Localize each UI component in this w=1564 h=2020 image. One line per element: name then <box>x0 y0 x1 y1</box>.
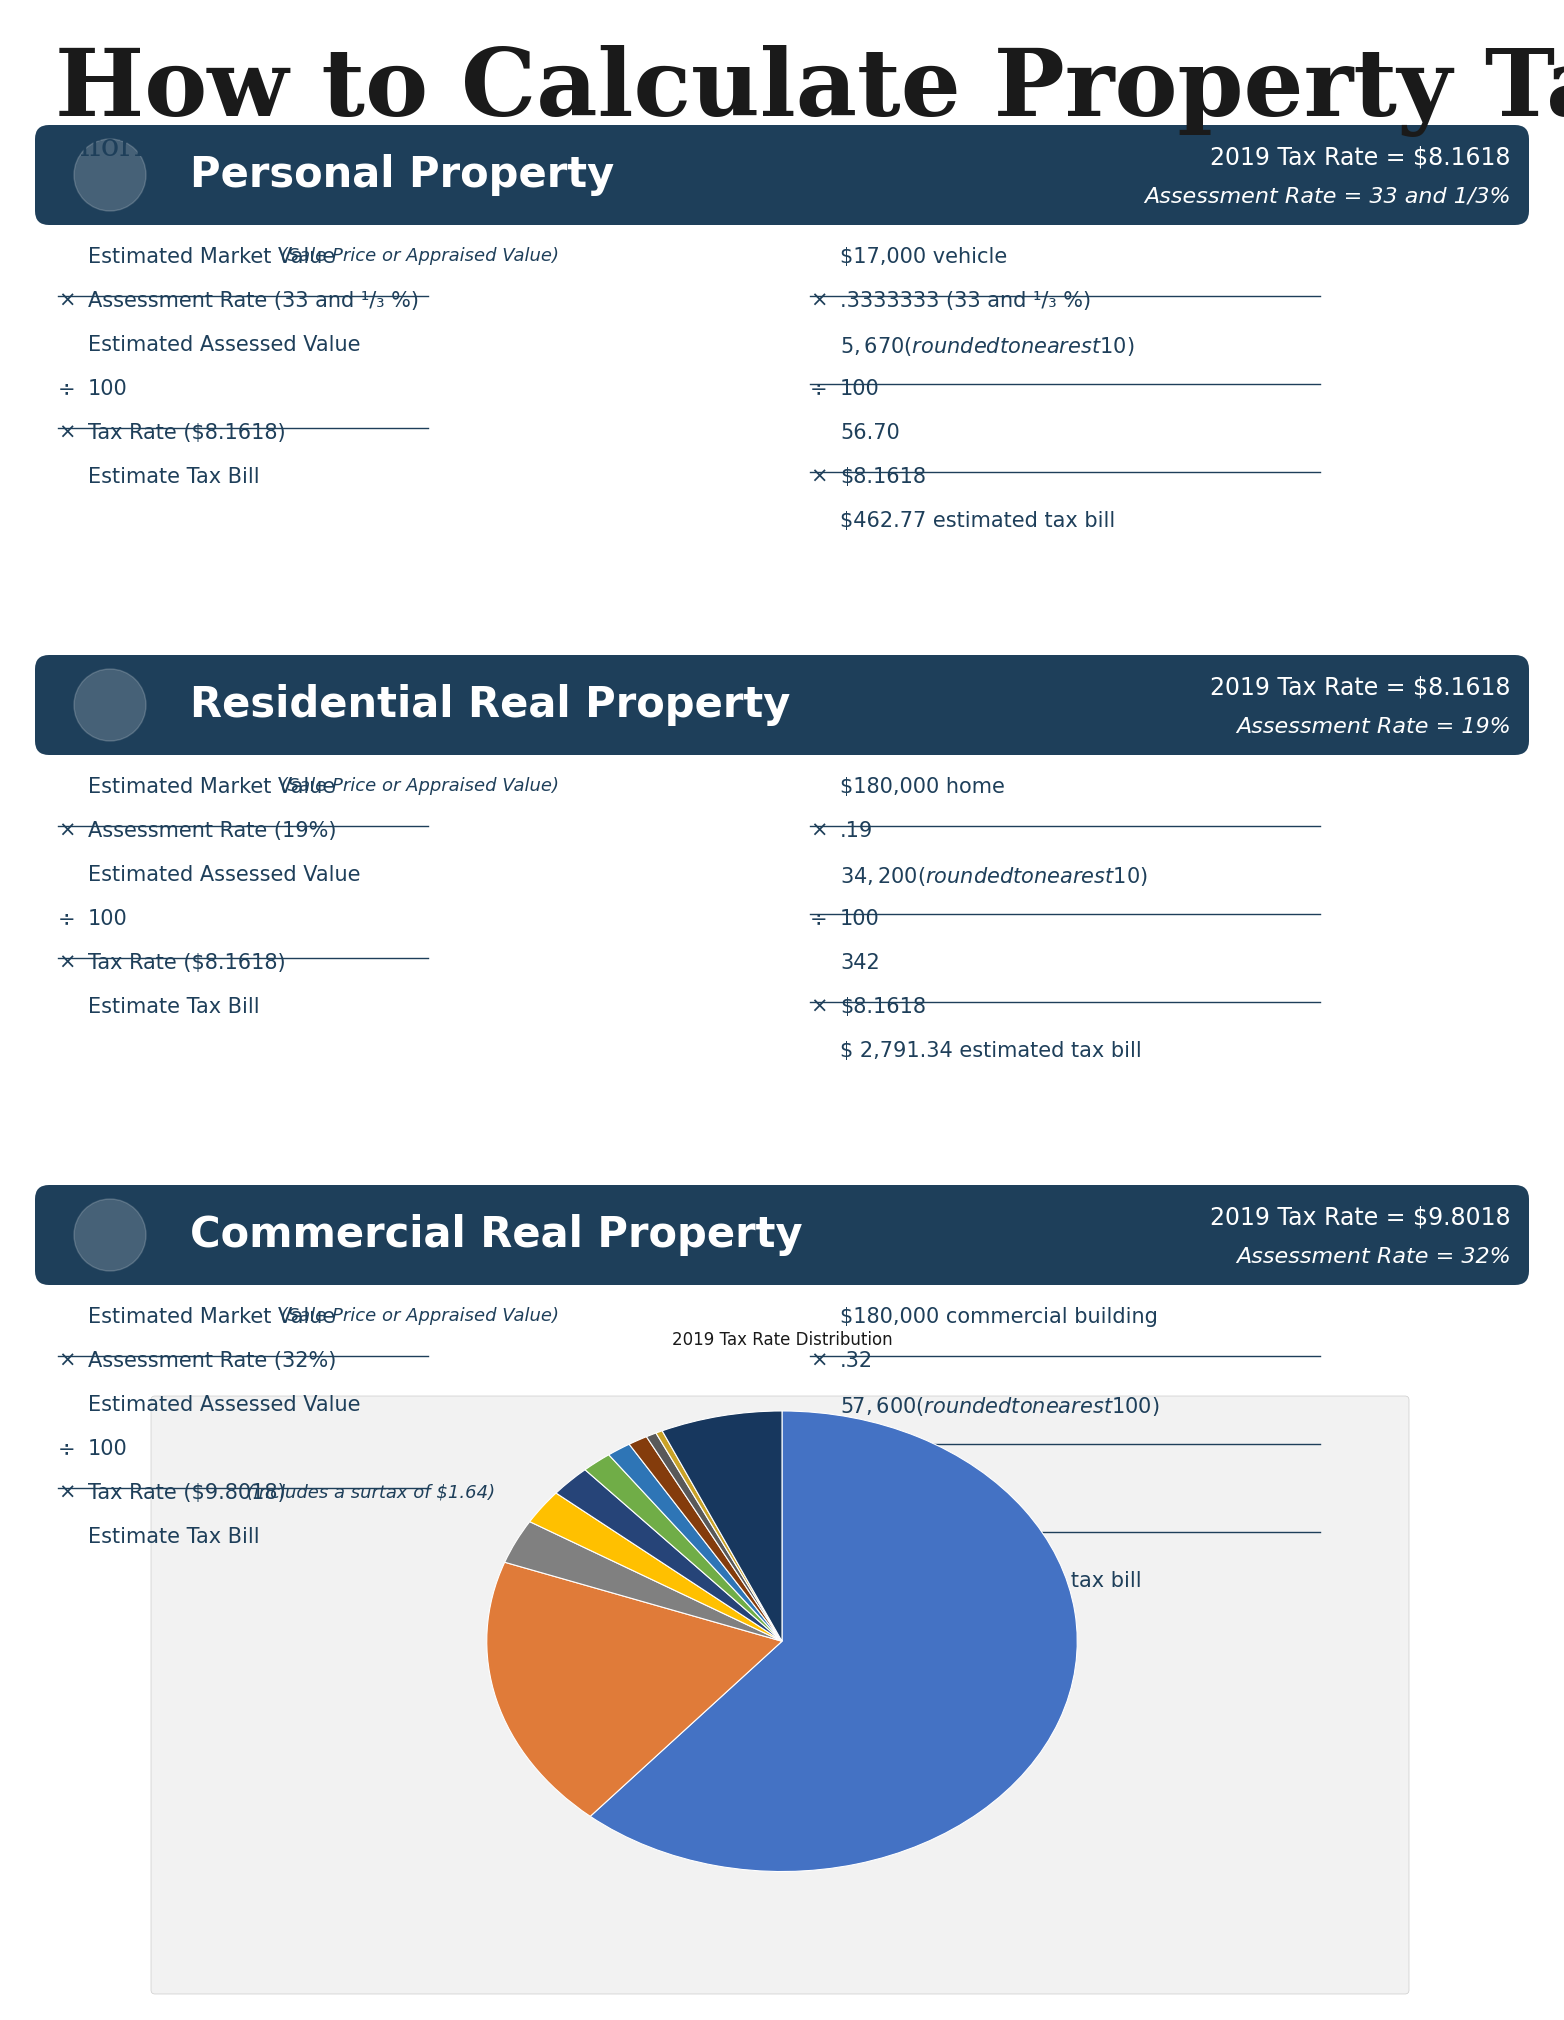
Text: Estimated Assessed Value: Estimated Assessed Value <box>88 335 360 356</box>
Text: 56.70: 56.70 <box>840 422 899 442</box>
Text: ×: × <box>810 291 827 311</box>
Text: 100: 100 <box>840 1438 879 1458</box>
Text: .32: .32 <box>840 1351 873 1372</box>
Wedge shape <box>486 1561 782 1816</box>
Text: Tax Rate ($8.1618): Tax Rate ($8.1618) <box>88 422 286 442</box>
FancyBboxPatch shape <box>152 1396 1409 1994</box>
Text: (Sale Price or Appraised Value): (Sale Price or Appraised Value) <box>275 246 558 265</box>
Text: ×: × <box>58 1351 75 1372</box>
Text: ×: × <box>810 467 827 487</box>
Text: ×: × <box>810 1351 827 1372</box>
Circle shape <box>74 139 145 210</box>
Text: $ 57,600 (rounded to nearest $100): $ 57,600 (rounded to nearest $100) <box>840 1396 1159 1418</box>
Text: Estimated Market Value: Estimated Market Value <box>88 246 335 267</box>
Text: ×: × <box>58 1483 75 1503</box>
Text: Tax Rate ($8.1618): Tax Rate ($8.1618) <box>88 953 286 974</box>
Text: 100: 100 <box>840 909 879 929</box>
Text: $ 5,670 (rounded to nearest $10): $ 5,670 (rounded to nearest $10) <box>840 335 1134 358</box>
Wedge shape <box>608 1444 782 1640</box>
Text: $180,000 home: $180,000 home <box>840 778 1006 798</box>
Text: Estimated Market Value: Estimated Market Value <box>88 1307 335 1327</box>
Text: Assessment Rate (32%): Assessment Rate (32%) <box>88 1351 336 1372</box>
Title: 2019 Tax Rate Distribution: 2019 Tax Rate Distribution <box>671 1331 893 1349</box>
Text: ×: × <box>810 998 827 1016</box>
Text: $462.77 estimated tax bill: $462.77 estimated tax bill <box>840 511 1115 531</box>
Text: ÷: ÷ <box>810 1438 827 1458</box>
Wedge shape <box>590 1410 1078 1871</box>
FancyBboxPatch shape <box>34 125 1530 224</box>
Text: 100: 100 <box>88 909 128 929</box>
Text: Estimated Assessed Value: Estimated Assessed Value <box>88 865 360 885</box>
Text: ×: × <box>58 953 75 974</box>
Text: 2019 Tax Rate = $9.8018: 2019 Tax Rate = $9.8018 <box>1211 1206 1511 1230</box>
Text: ×: × <box>810 820 827 840</box>
Wedge shape <box>646 1432 782 1640</box>
Text: (Sale Price or Appraised Value): (Sale Price or Appraised Value) <box>275 1307 558 1325</box>
Text: 100: 100 <box>88 1438 128 1458</box>
FancyBboxPatch shape <box>34 654 1530 755</box>
Text: Commercial Real Property: Commercial Real Property <box>189 1214 802 1256</box>
Text: 100: 100 <box>88 380 128 400</box>
Text: .3333333 (33 and ¹/₃ %): .3333333 (33 and ¹/₃ %) <box>840 291 1092 311</box>
Text: Assessment Rate = 32%: Assessment Rate = 32% <box>1236 1246 1511 1267</box>
Text: ×: × <box>58 820 75 840</box>
Text: 2019 Tax Rate = $8.1618: 2019 Tax Rate = $8.1618 <box>1211 145 1511 170</box>
Circle shape <box>74 669 145 741</box>
Text: Estimate Tax Bill: Estimate Tax Bill <box>88 1527 260 1547</box>
Text: .19: .19 <box>840 820 873 840</box>
Text: (Sale Price or Appraised Value): (Sale Price or Appraised Value) <box>275 778 558 796</box>
Text: ×: × <box>58 291 75 311</box>
Text: 100: 100 <box>840 380 879 400</box>
Text: Residential Real Property: Residential Real Property <box>189 685 790 725</box>
Wedge shape <box>505 1521 782 1640</box>
Text: Estimate Tax Bill: Estimate Tax Bill <box>88 467 260 487</box>
Text: Assessment Rate = 19%: Assessment Rate = 19% <box>1236 717 1511 737</box>
Text: $9.8018: $9.8018 <box>840 1527 926 1547</box>
Text: $8.1618: $8.1618 <box>840 998 926 1016</box>
Wedge shape <box>662 1410 782 1640</box>
Text: Estimate Tax Bill: Estimate Tax Bill <box>88 998 260 1016</box>
Wedge shape <box>655 1430 782 1640</box>
Text: ÷: ÷ <box>810 909 827 929</box>
Text: 576: 576 <box>840 1483 881 1503</box>
Text: Assessment Rate (33 and ¹/₃ %): Assessment Rate (33 and ¹/₃ %) <box>88 291 419 311</box>
Text: $ 2,791.34 estimated tax bill: $ 2,791.34 estimated tax bill <box>840 1040 1142 1060</box>
Text: Estimated Assessed Value: Estimated Assessed Value <box>88 1396 360 1414</box>
Circle shape <box>74 1200 145 1271</box>
Text: $180,000 commercial building: $180,000 commercial building <box>840 1307 1157 1327</box>
Text: 342: 342 <box>840 953 879 974</box>
Text: $8.1618: $8.1618 <box>840 467 926 487</box>
Wedge shape <box>585 1454 782 1640</box>
Text: 2019 Tax Rate = $8.1618: 2019 Tax Rate = $8.1618 <box>1211 677 1511 701</box>
Text: How to Calculate Property Taxes: How to Calculate Property Taxes <box>55 44 1564 137</box>
Wedge shape <box>530 1493 782 1640</box>
Text: $ 5,645.84 estimated tax bill: $ 5,645.84 estimated tax bill <box>840 1572 1142 1592</box>
Text: ×: × <box>58 422 75 442</box>
Text: Assessment Rate = 33 and 1/3%: Assessment Rate = 33 and 1/3% <box>1145 188 1511 206</box>
Text: ×: × <box>810 1527 827 1547</box>
Text: Assessment Rate (19%): Assessment Rate (19%) <box>88 820 336 840</box>
Text: $ 34,200 (rounded to nearest $10): $ 34,200 (rounded to nearest $10) <box>840 865 1148 889</box>
Wedge shape <box>557 1471 782 1640</box>
FancyBboxPatch shape <box>34 1186 1530 1285</box>
Text: ÷: ÷ <box>58 380 75 400</box>
Text: ÷: ÷ <box>58 1438 75 1458</box>
Text: Information on how to calculate property taxes: Information on how to calculate property… <box>58 131 788 164</box>
Text: Personal Property: Personal Property <box>189 154 615 196</box>
Text: (includes a surtax of $1.64): (includes a surtax of $1.64) <box>241 1483 496 1501</box>
Text: ÷: ÷ <box>810 380 827 400</box>
Text: Tax Rate ($9.8018): Tax Rate ($9.8018) <box>88 1483 286 1503</box>
Text: $17,000 vehicle: $17,000 vehicle <box>840 246 1007 267</box>
Text: ÷: ÷ <box>58 909 75 929</box>
Text: Estimated Market Value: Estimated Market Value <box>88 778 335 798</box>
Wedge shape <box>629 1436 782 1640</box>
